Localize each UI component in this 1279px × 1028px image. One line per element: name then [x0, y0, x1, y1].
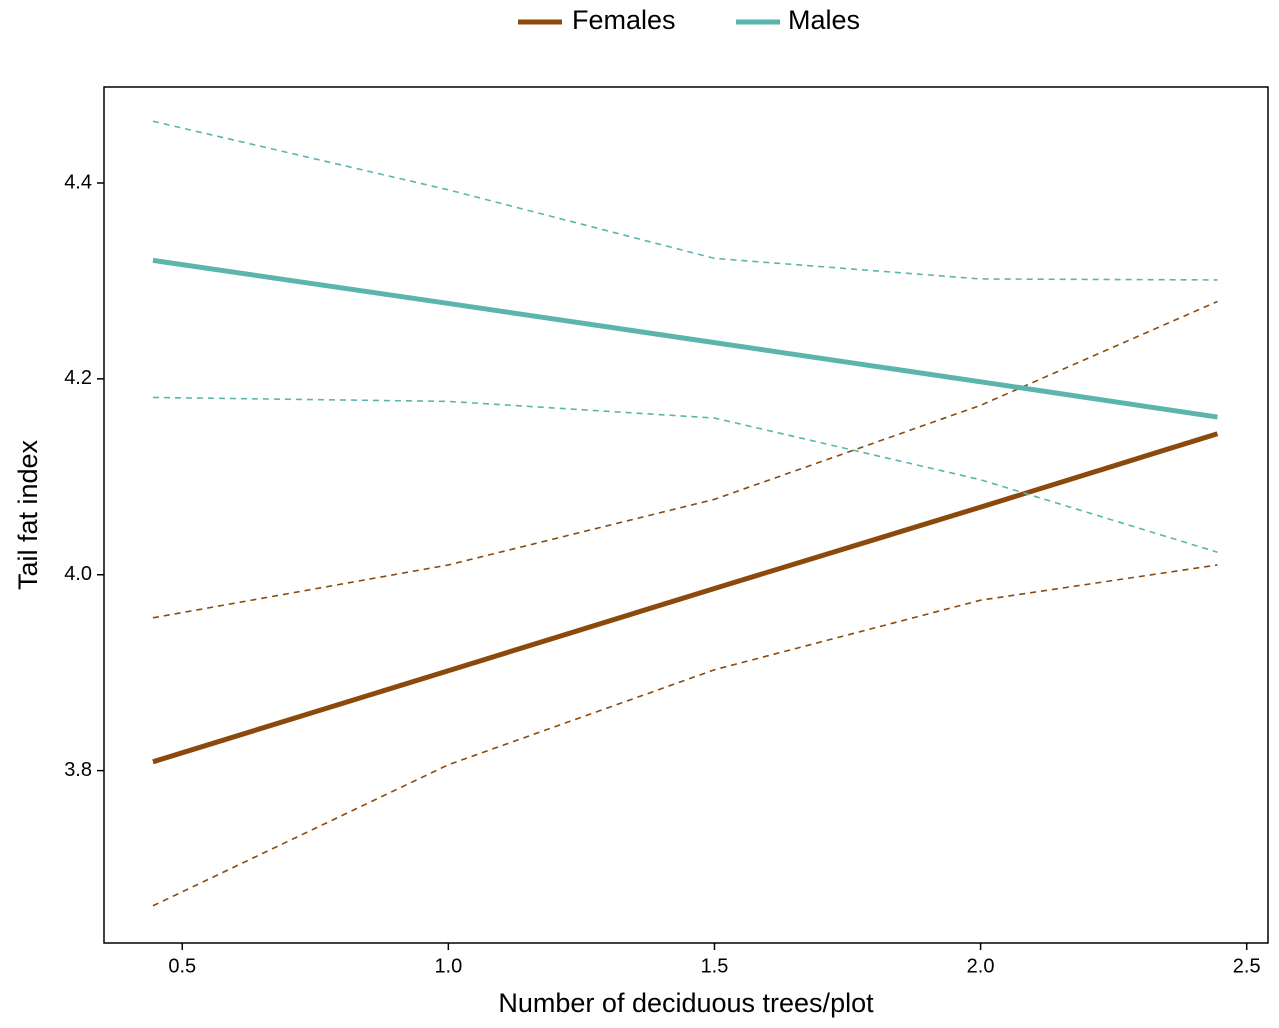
x-tick-label: 2.5	[1233, 955, 1261, 977]
x-axis-label: Number of deciduous trees/plot	[498, 988, 874, 1018]
ci-line	[152, 564, 1218, 907]
legend-label: Females	[572, 5, 676, 35]
x-tick-label: 1.0	[434, 955, 462, 977]
ci-line	[152, 300, 1218, 619]
y-axis-label: Tail fat index	[13, 439, 43, 590]
x-tick-label: 0.5	[168, 955, 196, 977]
ci-line	[152, 120, 1218, 281]
y-tick-label: 4.0	[64, 563, 92, 585]
x-tick-label: 1.5	[701, 955, 729, 977]
ci-line	[152, 396, 1218, 553]
line	[152, 431, 1219, 765]
plot-frame	[103, 86, 1269, 944]
x-tick-label: 2.0	[967, 955, 995, 977]
line	[152, 257, 1218, 420]
legend-label: Males	[788, 5, 860, 35]
y-tick-label: 3.8	[64, 759, 92, 781]
y-tick-label: 4.4	[64, 171, 92, 193]
y-tick-label: 4.2	[64, 367, 92, 389]
